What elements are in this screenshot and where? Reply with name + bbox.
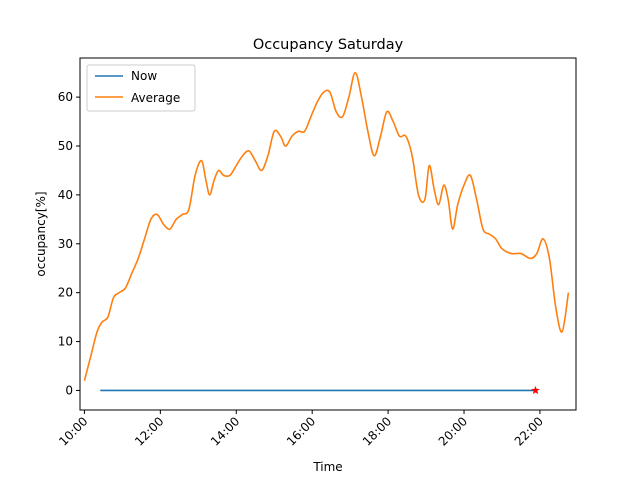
chart-title: Occupancy Saturday xyxy=(253,37,404,53)
y-tick-label: 10 xyxy=(58,335,73,349)
legend-label-now: Now xyxy=(131,69,157,83)
y-axis-label: occupancy[%] xyxy=(34,191,48,276)
plot-frame xyxy=(79,57,577,411)
plot-background xyxy=(80,58,576,410)
series-layer xyxy=(83,71,570,395)
x-axis-label: Time xyxy=(312,460,342,474)
y-tick-label: 0 xyxy=(65,383,73,397)
legend: Now Average xyxy=(86,64,196,112)
current-point-marker xyxy=(531,385,540,395)
legend-label-average: Average xyxy=(131,91,180,105)
y-tick-label: 40 xyxy=(58,188,73,202)
y-tick-label: 60 xyxy=(58,90,73,104)
y-tick-label: 50 xyxy=(58,139,73,153)
series-line-average xyxy=(83,71,570,381)
y-axis-ticks: 0 10 20 30 40 50 60 xyxy=(58,90,80,397)
y-tick-label: 20 xyxy=(58,286,73,300)
y-tick-label: 30 xyxy=(58,237,73,251)
